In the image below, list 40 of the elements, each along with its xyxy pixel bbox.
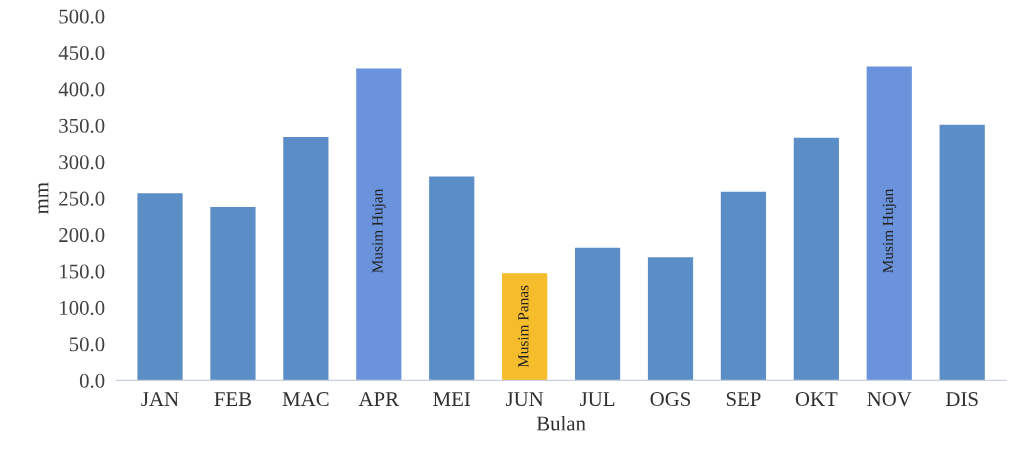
- bar: [866, 66, 912, 381]
- x-tick-label: DIS: [946, 392, 978, 407]
- annotation: Musim Panas: [518, 285, 529, 368]
- y-tick-label: 250.0: [59, 191, 105, 206]
- y-tick-label: 0.0: [79, 373, 105, 388]
- x-tick-label: OGS: [650, 392, 691, 407]
- y-tick-label: 350.0: [59, 118, 105, 133]
- y-tick-label: 500.0: [59, 9, 105, 24]
- bar: [793, 137, 839, 381]
- y-tick-label: 100.0: [60, 300, 105, 316]
- annotation: Musim Hujan: [372, 189, 386, 273]
- x-tick-label: MAC: [282, 392, 329, 407]
- y-tick-label: 200.0: [59, 228, 105, 243]
- x-tick-label: JAN: [141, 392, 179, 407]
- bar: [574, 247, 621, 381]
- x-tick-label: SEP: [726, 392, 761, 407]
- x-tick-label: APR: [358, 392, 400, 406]
- y-axis-title: mm: [38, 182, 49, 214]
- bar: [647, 257, 694, 381]
- bar: [283, 137, 329, 381]
- x-axis-title: Bulan: [536, 415, 586, 431]
- y-tick-label: 300.0: [59, 155, 105, 170]
- x-tick-label: JUN: [505, 392, 544, 407]
- x-tick-label: OKT: [795, 392, 838, 407]
- y-tick-label: 450.0: [58, 45, 105, 61]
- bar: [356, 68, 402, 381]
- annotation: Musim Hujan: [882, 189, 897, 273]
- bar: [720, 191, 767, 381]
- x-tick-label: FEB: [214, 392, 252, 406]
- bar: [137, 193, 183, 381]
- bar: [502, 273, 548, 381]
- bar: [429, 176, 475, 381]
- x-tick-label: JUL: [580, 392, 615, 407]
- x-tick-label: NOV: [867, 392, 912, 407]
- x-tick-label: MEI: [433, 392, 471, 406]
- bar: [210, 206, 256, 381]
- y-tick-label: 50.0: [69, 337, 105, 352]
- y-tick-label: 400.0: [58, 82, 105, 97]
- y-tick-label: 150.0: [60, 264, 105, 279]
- bar: [939, 124, 985, 381]
